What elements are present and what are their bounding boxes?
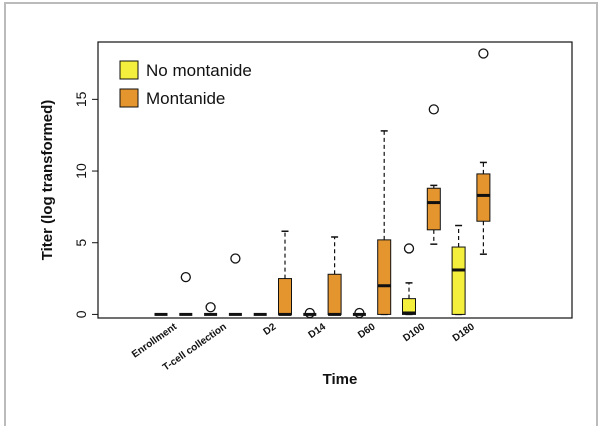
y-tick-label: 5	[73, 239, 89, 247]
outlier	[354, 307, 365, 319]
y-tick-label: 10	[73, 163, 89, 179]
outlier	[428, 104, 439, 115]
box	[327, 273, 342, 315]
box	[426, 187, 441, 231]
box	[476, 173, 491, 222]
legend-swatch	[119, 88, 139, 108]
legend-swatch	[119, 60, 139, 80]
outlier	[304, 307, 315, 319]
outlier	[478, 48, 489, 59]
frame	[4, 2, 598, 426]
legend-label: Montanide	[146, 89, 225, 108]
x-tick-label: D180	[451, 321, 477, 344]
x-tick-label: D2	[262, 321, 279, 338]
outlier	[403, 243, 415, 254]
box	[377, 239, 392, 315]
box	[278, 278, 292, 315]
x-tick-label: D14	[307, 321, 329, 341]
outlier	[230, 253, 241, 264]
y-tick-label: 0	[73, 310, 89, 318]
outlier	[180, 271, 191, 283]
x-tick-label: Enrollment	[130, 321, 180, 360]
x-tick-label: D100	[401, 321, 427, 344]
outlier	[205, 302, 216, 313]
x-tick-label: D60	[356, 321, 378, 341]
y-axis-label: Titer (log transformed)	[39, 100, 56, 261]
box	[451, 246, 466, 315]
y-tick-label: 15	[73, 91, 89, 107]
legend-label: No montanide	[146, 61, 252, 80]
x-axis-label: Time	[323, 371, 358, 388]
plot-border	[97, 41, 573, 319]
